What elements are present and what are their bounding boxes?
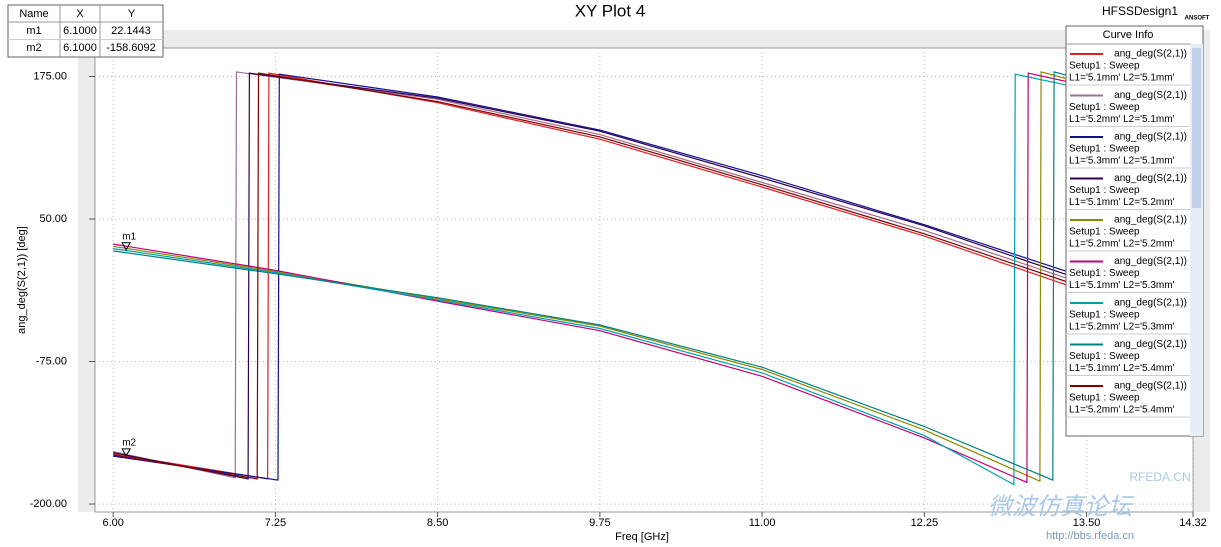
x-axis-label: Freq [GHz] <box>615 531 669 543</box>
y-tick-label: -200.00 <box>30 498 67 510</box>
legend-setup: Setup1 : Sweep <box>1069 268 1140 279</box>
marker-y: -158.6092 <box>106 42 156 54</box>
legend-params: L1='5.1mm' L2='5.3mm' <box>1069 280 1175 291</box>
legend-setup: Setup1 : Sweep <box>1069 102 1140 113</box>
series-line <box>113 72 1074 480</box>
legend-params: L1='5.3mm' L2='5.1mm' <box>1069 156 1175 167</box>
watermark: RFEDA.CN <box>1129 470 1190 484</box>
design-name: HFSSDesign1 <box>1102 4 1178 18</box>
marker-label: m1 <box>122 231 136 242</box>
marker <box>121 242 132 251</box>
legend-setup: Setup1 : Sweep <box>1069 227 1140 238</box>
legend-params: L1='5.2mm' L2='5.3mm' <box>1069 322 1175 333</box>
marker-y: 22.1443 <box>111 25 151 37</box>
legend-title: Curve Info <box>1103 29 1154 41</box>
legend-label: ang_deg(S(2,1)) <box>1114 381 1187 392</box>
legend-label: ang_deg(S(2,1)) <box>1114 215 1187 226</box>
legend-setup: Setup1 : Sweep <box>1069 144 1140 155</box>
series-line <box>113 71 1081 481</box>
x-tick-label: 8.50 <box>427 517 448 529</box>
y-tick-label: -75.00 <box>36 355 67 367</box>
marker-name: m2 <box>26 42 41 54</box>
legend-setup: Setup1 : Sweep <box>1069 61 1140 72</box>
series-line <box>113 72 1081 484</box>
y-tick-label: 175.00 <box>33 70 67 82</box>
series-line <box>113 72 1074 480</box>
y-axis-label: ang_deg(S(2,1)) [deg] <box>16 226 28 334</box>
x-tick-label: 14.32 <box>1179 517 1207 529</box>
legend-params: L1='5.1mm' L2='5.2mm' <box>1069 197 1175 208</box>
watermark: 微波仿真论坛 <box>988 493 1135 520</box>
marker-table-header: Name <box>19 8 48 20</box>
series-line <box>113 73 1074 481</box>
legend-setup: Setup1 : Sweep <box>1069 310 1140 321</box>
x-tick-label: 11.00 <box>749 517 776 529</box>
marker <box>121 448 132 457</box>
watermark: http://bbs.rfeda.cn <box>1046 530 1134 542</box>
legend-params: L1='5.2mm' L2='5.2mm' <box>1069 239 1175 250</box>
marker-x: 6.1000 <box>63 42 97 54</box>
marker-table <box>7 4 164 58</box>
legend-setup: Setup1 : Sweep <box>1069 393 1140 404</box>
legend-label: ang_deg(S(2,1)) <box>1114 173 1187 184</box>
legend-setup: Setup1 : Sweep <box>1069 185 1140 196</box>
logo: ANSOFT <box>1185 16 1210 22</box>
marker-table-header: Y <box>128 8 136 20</box>
y-tick-label: 50.00 <box>39 213 67 225</box>
x-tick-label: 9.75 <box>589 517 610 529</box>
x-tick-label: 7.25 <box>265 517 286 529</box>
series-line <box>113 71 1074 479</box>
x-tick-label: 12.25 <box>911 517 939 529</box>
legend-params: L1='5.2mm' L2='5.4mm' <box>1069 405 1175 416</box>
legend-label: ang_deg(S(2,1)) <box>1114 256 1187 267</box>
chart-title: XY Plot 4 <box>575 1 646 20</box>
legend-label: ang_deg(S(2,1)) <box>1114 339 1187 350</box>
legend-label: ang_deg(S(2,1)) <box>1114 90 1187 101</box>
legend-box <box>1065 25 1204 437</box>
marker-label: m2 <box>122 437 136 448</box>
legend-label: ang_deg(S(2,1)) <box>1114 298 1187 309</box>
legend-params: L1='5.1mm' L2='5.1mm' <box>1069 73 1175 84</box>
legend-params: L1='5.2mm' L2='5.1mm' <box>1069 114 1175 125</box>
legend-params: L1='5.1mm' L2='5.4mm' <box>1069 363 1175 374</box>
marker-x: 6.1000 <box>63 25 97 37</box>
legend-label: ang_deg(S(2,1)) <box>1114 132 1187 143</box>
legend-scroll-thumb[interactable] <box>1192 48 1201 208</box>
legend-setup: Setup1 : Sweep <box>1069 351 1140 362</box>
marker-name: m1 <box>26 25 41 37</box>
marker-table-header: X <box>76 8 84 20</box>
series-line <box>113 72 1074 480</box>
x-tick-label: 6.00 <box>102 517 123 529</box>
x-tick-label: 13.50 <box>1073 517 1101 529</box>
legend-label: ang_deg(S(2,1)) <box>1114 49 1187 60</box>
